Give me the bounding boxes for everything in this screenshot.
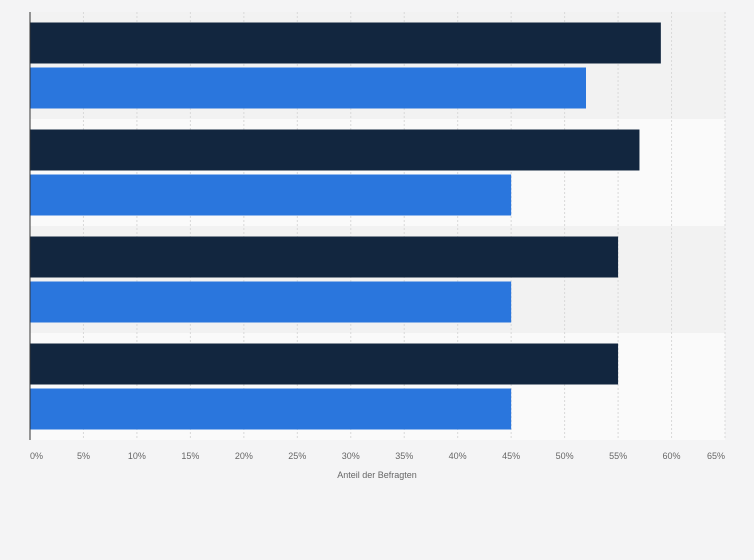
x-tick-label: 5%: [77, 451, 90, 461]
bar[interactable]: [30, 388, 512, 430]
bar[interactable]: [30, 236, 619, 278]
bar[interactable]: [30, 281, 512, 323]
x-tick-label: 65%: [707, 451, 725, 461]
x-tick-label: 20%: [235, 451, 253, 461]
x-tick-label: 60%: [663, 451, 681, 461]
bar[interactable]: [30, 129, 640, 171]
x-tick-label: 10%: [128, 451, 146, 461]
bar[interactable]: [30, 67, 586, 109]
bars: [30, 22, 661, 430]
bar[interactable]: [30, 22, 661, 64]
x-axis-label: Anteil der Befragten: [337, 470, 417, 480]
x-tick-label: 0%: [30, 451, 43, 461]
x-tick-label: 30%: [342, 451, 360, 461]
x-tick-label: 25%: [288, 451, 306, 461]
x-tick-label: 40%: [449, 451, 467, 461]
bar[interactable]: [30, 174, 512, 216]
x-tick-label: 15%: [181, 451, 199, 461]
x-tick-label: 55%: [609, 451, 627, 461]
x-tick-label: 45%: [502, 451, 520, 461]
bar[interactable]: [30, 343, 619, 385]
x-tick-label: 50%: [556, 451, 574, 461]
x-tick-labels: 0% 5% 10% 15% 20% 25% 30% 35% 40% 45% 50% 55% 60% 65%: [30, 451, 725, 461]
x-tick-label: 35%: [395, 451, 413, 461]
